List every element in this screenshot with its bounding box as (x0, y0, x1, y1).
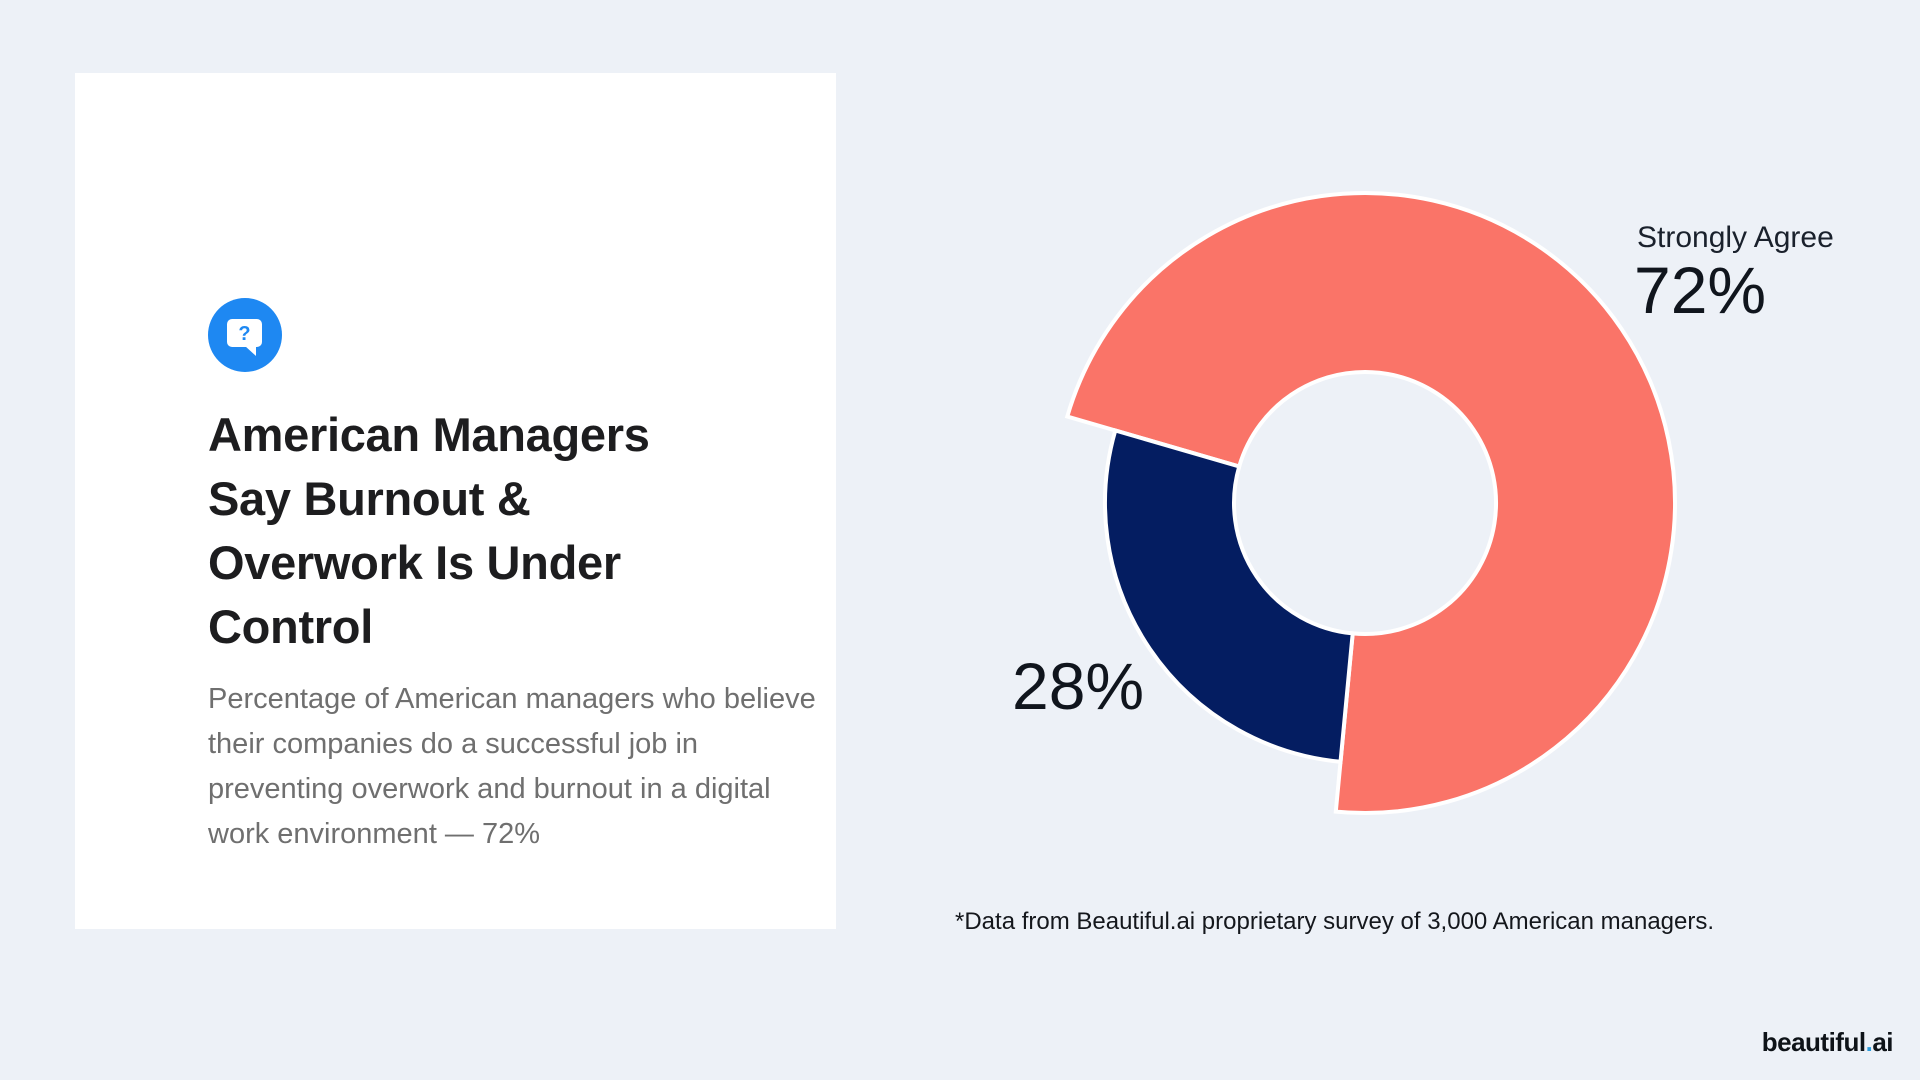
footnote: *Data from Beautiful.ai proprietary surv… (955, 908, 1715, 935)
brand-logo-dot: . (1865, 1027, 1873, 1057)
content-card: ? American Managers Say Burnout & Overwo… (75, 73, 836, 929)
slide-description: Percentage of American managers who beli… (208, 683, 816, 850)
slide-title: American Managers Say Burnout & Overwork… (208, 408, 650, 653)
donut-slice-strongly-agree (1064, 191, 1677, 815)
donut-slice-other (1103, 428, 1355, 764)
brand-logo-suffix: ai (1872, 1027, 1893, 1057)
agree-value-label: 72% (1634, 253, 1767, 327)
question-icon: ? (208, 298, 282, 372)
brand-logo: beautiful.ai (1761, 1027, 1894, 1058)
brand-logo-name: beautiful (1761, 1027, 1866, 1057)
disagree-value-label: 28% (1012, 649, 1145, 723)
strongly-agree-label: Strongly Agree (1637, 221, 1834, 254)
donut-chart (1064, 191, 1677, 815)
question-mark-glyph: ? (238, 322, 251, 345)
speech-bubble-icon: ? (227, 319, 262, 356)
